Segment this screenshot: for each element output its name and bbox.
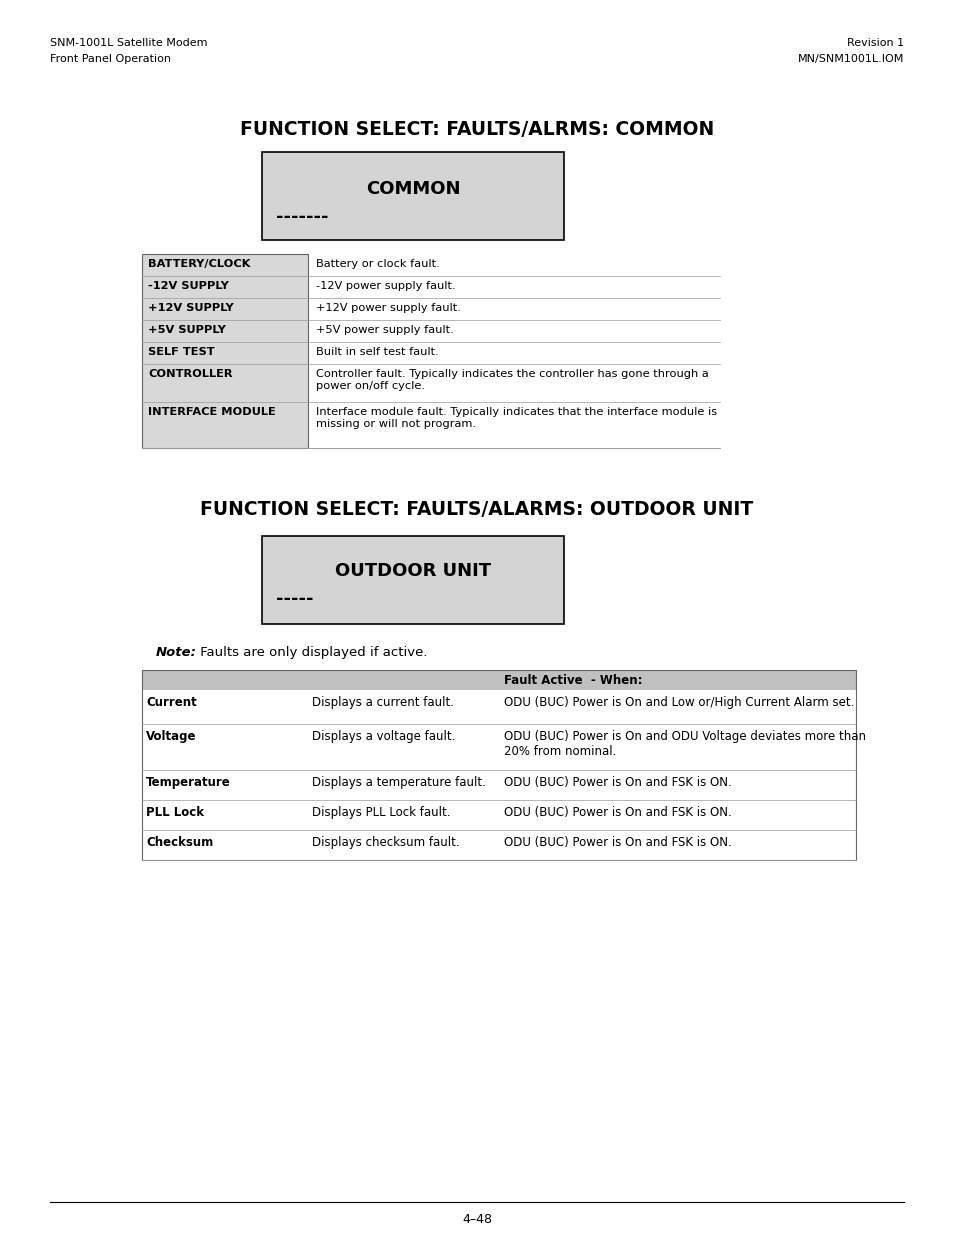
Bar xyxy=(142,298,308,320)
Text: -------: ------- xyxy=(275,207,328,226)
Text: +12V power supply fault.: +12V power supply fault. xyxy=(315,303,460,312)
Text: FUNCTION SELECT: FAULTS/ALARMS: OUTDOOR UNIT: FUNCTION SELECT: FAULTS/ALARMS: OUTDOOR … xyxy=(200,500,753,519)
Bar xyxy=(142,364,308,403)
Text: ODU (BUC) Power is On and FSK is ON.: ODU (BUC) Power is On and FSK is ON. xyxy=(503,836,731,848)
Text: Displays checksum fault.: Displays checksum fault. xyxy=(312,836,459,848)
Bar xyxy=(142,342,308,364)
Text: INTERFACE MODULE: INTERFACE MODULE xyxy=(148,408,275,417)
Text: ODU (BUC) Power is On and ODU Voltage deviates more than
20% from nominal.: ODU (BUC) Power is On and ODU Voltage de… xyxy=(503,730,865,758)
Bar xyxy=(142,320,308,342)
Text: Note:: Note: xyxy=(156,646,196,659)
Text: OUTDOOR UNIT: OUTDOOR UNIT xyxy=(335,562,491,580)
Bar xyxy=(142,275,308,298)
Bar xyxy=(142,671,855,860)
Text: FUNCTION SELECT: FAULTS/ALRMS: COMMON: FUNCTION SELECT: FAULTS/ALRMS: COMMON xyxy=(239,120,714,140)
Bar xyxy=(142,769,855,800)
Text: SNM-1001L Satellite Modem: SNM-1001L Satellite Modem xyxy=(50,38,208,48)
Text: ODU (BUC) Power is On and FSK is ON.: ODU (BUC) Power is On and FSK is ON. xyxy=(503,776,731,789)
Bar xyxy=(142,254,308,275)
Text: +5V SUPPLY: +5V SUPPLY xyxy=(148,325,226,335)
Text: ODU (BUC) Power is On and Low or/High Current Alarm set.: ODU (BUC) Power is On and Low or/High Cu… xyxy=(503,697,854,709)
Bar xyxy=(142,724,855,769)
Text: Displays PLL Lock fault.: Displays PLL Lock fault. xyxy=(312,806,450,819)
Text: MN/SNM1001L.IOM: MN/SNM1001L.IOM xyxy=(797,54,903,64)
Text: 4–48: 4–48 xyxy=(461,1213,492,1226)
Text: Displays a voltage fault.: Displays a voltage fault. xyxy=(312,730,455,743)
Text: Built in self test fault.: Built in self test fault. xyxy=(315,347,438,357)
Text: CONTROLLER: CONTROLLER xyxy=(148,369,233,379)
Text: Displays a temperature fault.: Displays a temperature fault. xyxy=(312,776,485,789)
Text: PLL Lock: PLL Lock xyxy=(146,806,204,819)
Text: Faults are only displayed if active.: Faults are only displayed if active. xyxy=(195,646,427,659)
Text: Displays a current fault.: Displays a current fault. xyxy=(312,697,454,709)
Text: Temperature: Temperature xyxy=(146,776,231,789)
Text: Front Panel Operation: Front Panel Operation xyxy=(50,54,171,64)
Text: Current: Current xyxy=(146,697,196,709)
Bar xyxy=(142,403,308,448)
Text: -12V SUPPLY: -12V SUPPLY xyxy=(148,282,229,291)
Bar xyxy=(262,152,563,240)
Text: Voltage: Voltage xyxy=(146,730,196,743)
Text: -12V power supply fault.: -12V power supply fault. xyxy=(315,282,456,291)
Text: Revision 1: Revision 1 xyxy=(846,38,903,48)
Bar xyxy=(142,830,855,860)
Text: COMMON: COMMON xyxy=(365,180,459,198)
Text: Checksum: Checksum xyxy=(146,836,213,848)
Text: Interface module fault. Typically indicates that the interface module is
missing: Interface module fault. Typically indica… xyxy=(315,408,717,429)
Text: +5V power supply fault.: +5V power supply fault. xyxy=(315,325,454,335)
Text: BATTERY/CLOCK: BATTERY/CLOCK xyxy=(148,259,251,269)
Bar xyxy=(142,671,855,690)
Bar xyxy=(142,254,308,448)
Text: Battery or clock fault.: Battery or clock fault. xyxy=(315,259,439,269)
Bar xyxy=(262,536,563,624)
Text: Controller fault. Typically indicates the controller has gone through a
power on: Controller fault. Typically indicates th… xyxy=(315,369,708,390)
Text: +12V SUPPLY: +12V SUPPLY xyxy=(148,303,233,312)
Bar xyxy=(142,690,855,724)
Text: ODU (BUC) Power is On and FSK is ON.: ODU (BUC) Power is On and FSK is ON. xyxy=(503,806,731,819)
Bar xyxy=(142,800,855,830)
Text: -----: ----- xyxy=(275,590,314,608)
Text: SELF TEST: SELF TEST xyxy=(148,347,214,357)
Text: Fault Active  - When:: Fault Active - When: xyxy=(503,674,641,687)
